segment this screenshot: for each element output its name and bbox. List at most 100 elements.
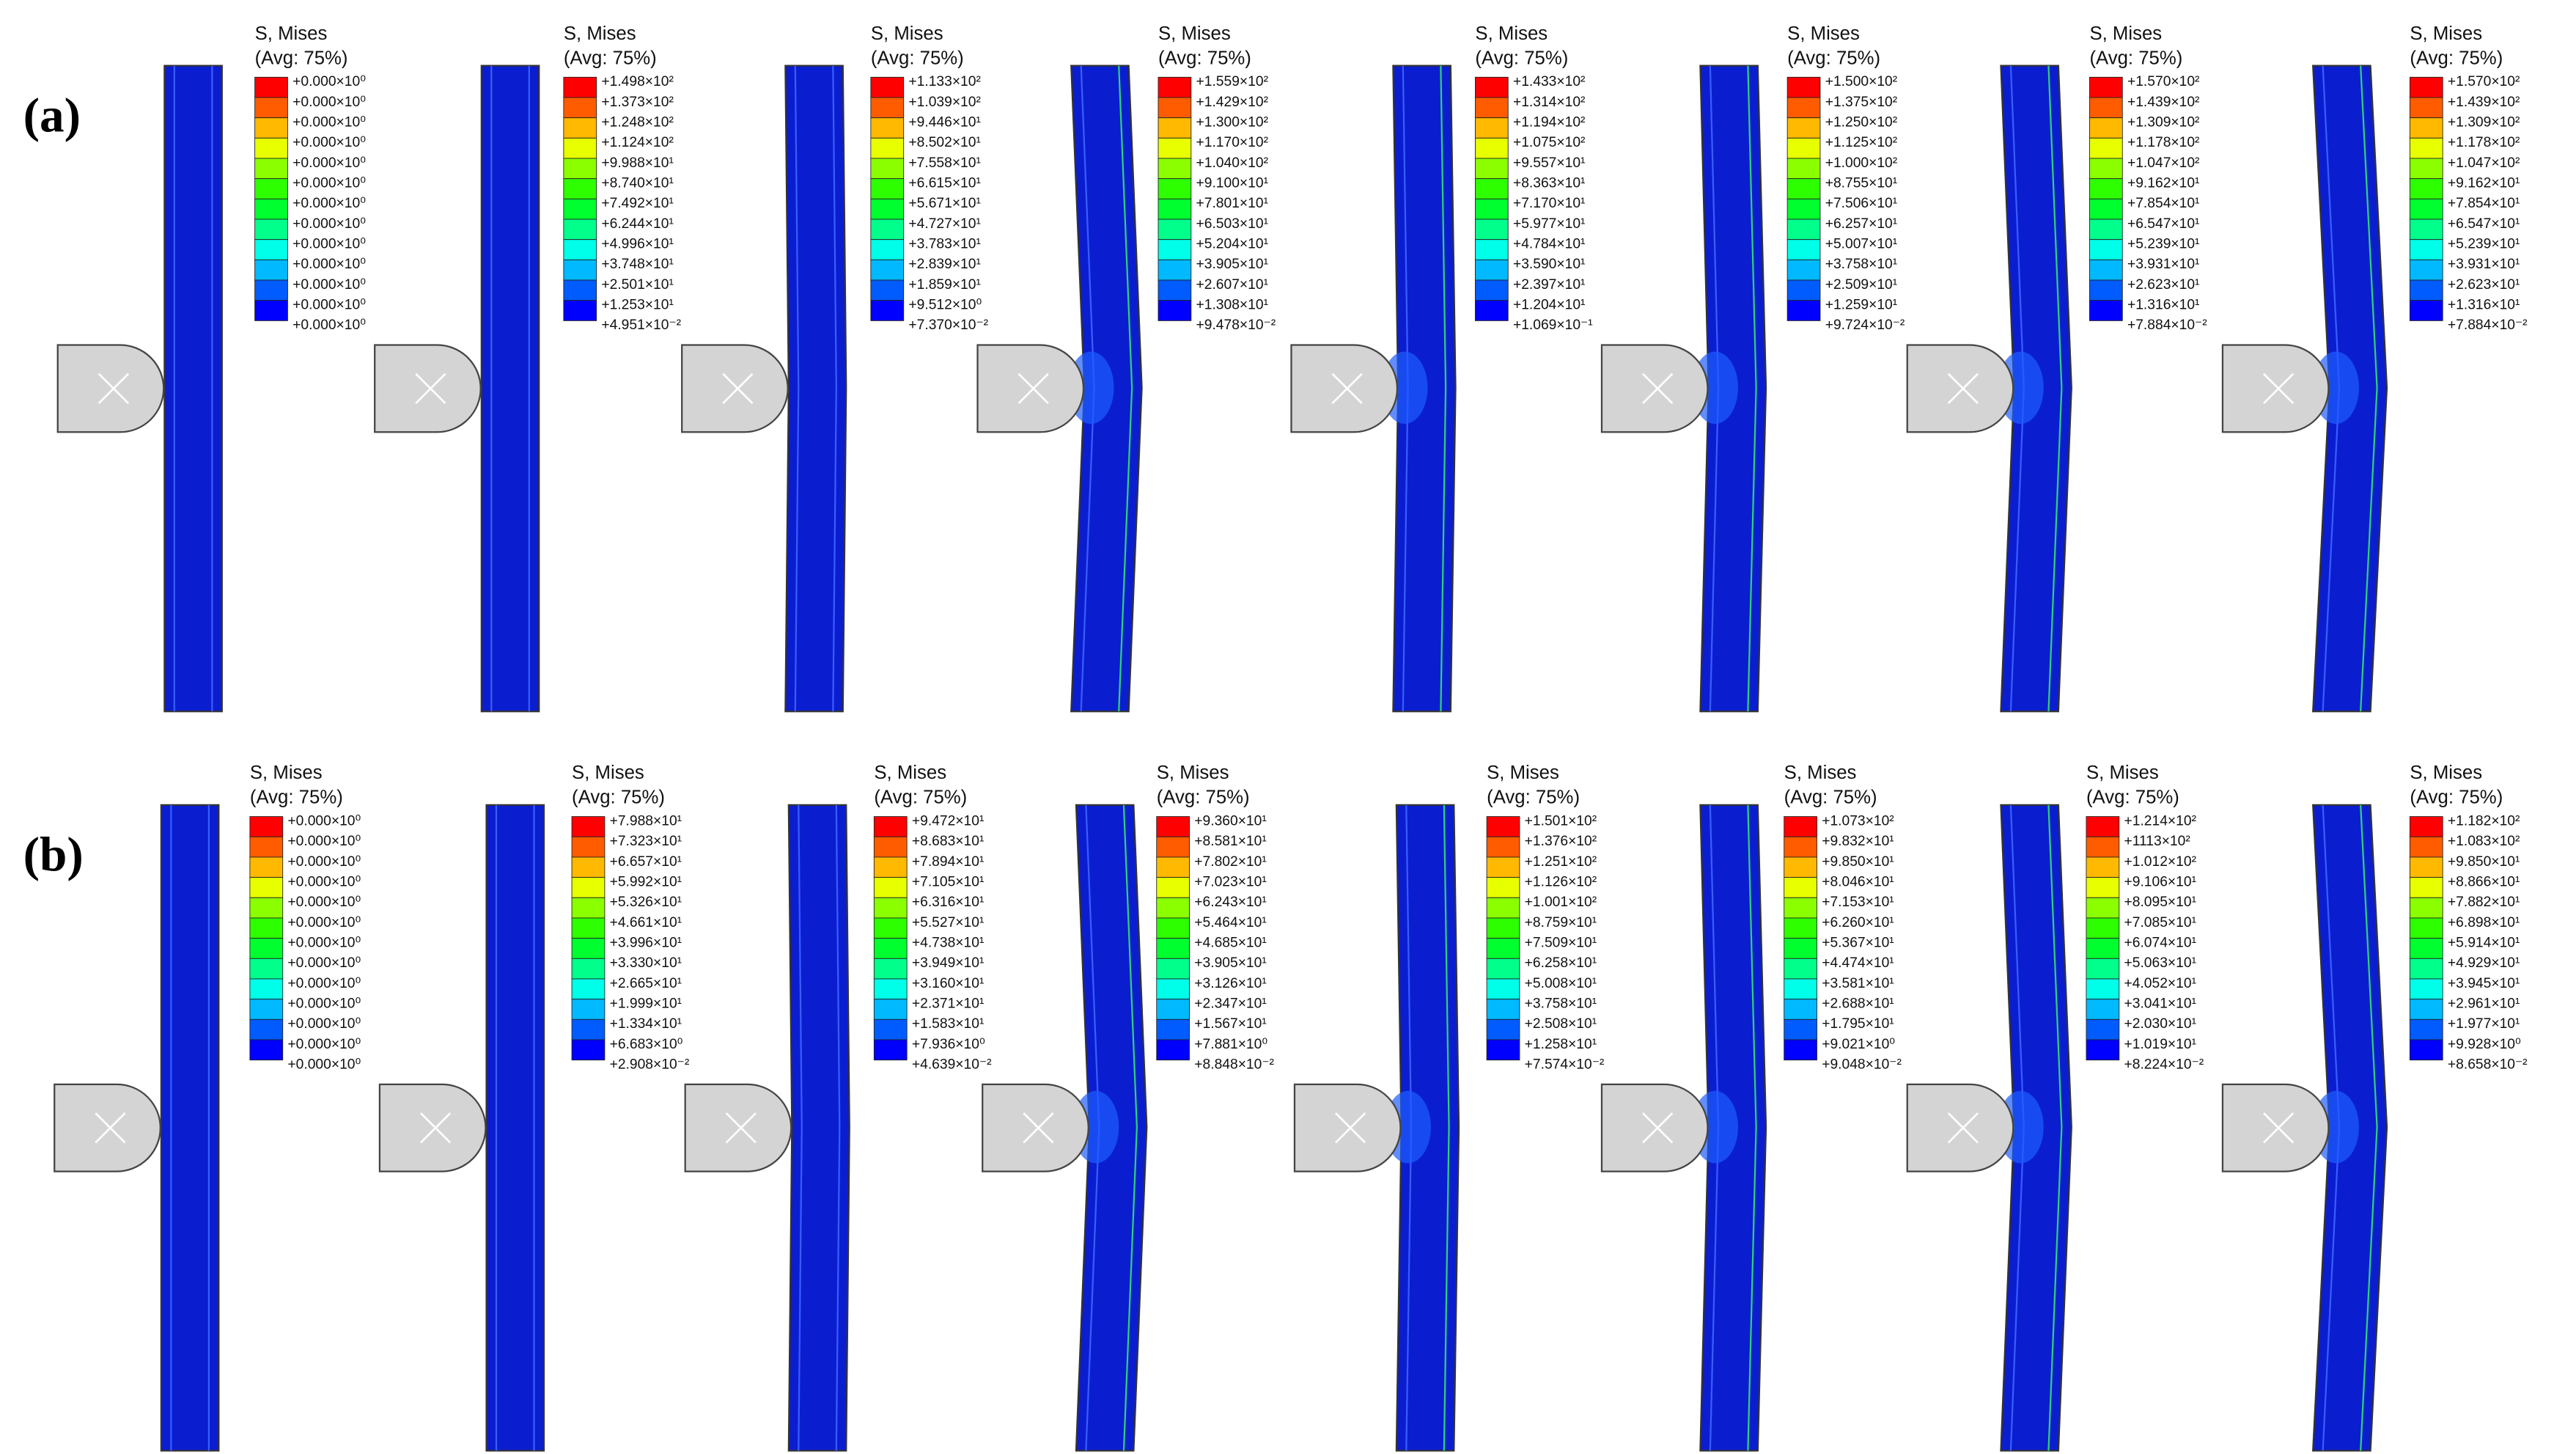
color-band: [873, 938, 908, 959]
beam-layer: [1440, 65, 1447, 712]
legend-value: +7.854×10¹: [2448, 196, 2520, 211]
result-frame: S, Mises (Avg: 75%) +1.214×10² +1113×10² +1.…: [1906, 763, 2204, 1452]
legend-value: +1.795×10¹: [1822, 1016, 1894, 1032]
legend-value: +1.570×10²: [2127, 74, 2200, 89]
color-band: [254, 239, 288, 260]
legend-value: +2.607×10¹: [1196, 277, 1268, 293]
legend-value: +1.073×10²: [1822, 813, 1894, 829]
legend-title: S, Mises: [1157, 763, 1229, 783]
indenter: [1600, 344, 1709, 433]
color-band: [873, 1018, 908, 1040]
color-band: [1474, 97, 1509, 119]
legend-value: +7.153×10¹: [1822, 895, 1894, 910]
color-band: [1786, 178, 1821, 199]
legend-value: +3.905×10¹: [1194, 955, 1266, 971]
legend-value: +2.509×10¹: [1825, 277, 1897, 293]
color-band: [571, 978, 606, 1000]
legend-value: +1.259×10¹: [1825, 298, 1897, 313]
legend-value: +0.000×10⁰: [287, 854, 361, 870]
legend-value: +8.866×10¹: [2448, 874, 2520, 889]
legend-value: +1.559×10²: [1196, 74, 1269, 89]
legend-value: +1.439×10²: [2448, 95, 2520, 110]
legend-value: +9.100×10¹: [1196, 175, 1268, 191]
legend-value: +5.326×10¹: [610, 895, 682, 910]
legend-value: +1.133×10²: [908, 74, 981, 89]
legend-value: +7.802×10¹: [1194, 854, 1266, 870]
result-frame: S, Mises (Avg: 75%) +1.433×10² +1.314×10² +1…: [1290, 23, 1593, 713]
legend-value: +2.501×10¹: [601, 277, 673, 293]
legend-value: +3.581×10¹: [1822, 976, 1894, 991]
color-band: [870, 137, 905, 159]
color-band: [563, 117, 597, 139]
legend-value: +2.371×10¹: [912, 996, 984, 1011]
legend-value: +0.000×10⁰: [287, 915, 361, 930]
color-band: [571, 856, 606, 878]
legend-subtitle: (Avg: 75%): [1784, 787, 1877, 808]
color-band: [1784, 958, 1817, 980]
legend-value: +1.314×10²: [1513, 95, 1586, 110]
legend-title: S, Mises: [1487, 763, 1559, 783]
beam: [160, 804, 220, 1452]
legend-value: +1.170×10²: [1196, 135, 1269, 150]
legend-value: +1.251×10²: [1525, 854, 1597, 870]
color-band: [870, 76, 905, 98]
color-band: [1156, 1039, 1191, 1061]
color-band: [254, 259, 288, 281]
color-band: [563, 137, 597, 159]
result-frame: S, Mises (Avg: 75%) +1.570×10² +1.439×10² +1…: [2221, 23, 2528, 713]
legend-value: +4.738×10¹: [912, 935, 984, 950]
indenter: [1906, 1083, 2014, 1172]
legend-value: +1.012×10²: [2124, 854, 2197, 870]
legend-value: +1.309×10²: [2127, 114, 2200, 130]
legend-value: +4.052×10¹: [2124, 976, 2196, 991]
legend-value: +7.370×10⁻²: [908, 317, 988, 333]
legend-value: +8.224×10⁻²: [2124, 1057, 2204, 1073]
color-band: [1786, 300, 1821, 321]
color-band: [1486, 938, 1520, 959]
color-band: [1786, 158, 1821, 180]
color-band: [1474, 178, 1509, 199]
result-frame: S, Mises (Avg: 75%) +0.000×10⁰ +0.000×10⁰ +0…: [54, 763, 361, 1452]
legend-subtitle: (Avg: 75%): [572, 787, 665, 808]
result-frame: S, Mises (Avg: 75%) +7.988×10¹ +7.323×10¹ +6…: [378, 763, 690, 1452]
legend-value: +2.665×10¹: [610, 976, 682, 991]
color-band: [254, 219, 288, 241]
color-band: [571, 999, 606, 1020]
legend-value: +7.574×10⁻²: [1525, 1057, 1605, 1073]
indenter: [378, 1083, 487, 1172]
legend-value: +5.007×10¹: [1825, 237, 1897, 252]
legend-value: +6.898×10¹: [2448, 915, 2520, 930]
legend-value: +7.884×10⁻²: [2448, 317, 2528, 333]
color-band: [563, 198, 597, 220]
legend-subtitle: (Avg: 75%): [2410, 787, 2503, 808]
legend-subtitle: (Avg: 75%): [1475, 48, 1568, 68]
legend-value: +3.783×10¹: [908, 237, 980, 252]
legend-value: +6.258×10¹: [1525, 955, 1597, 971]
legend-value: +1.039×10²: [908, 95, 981, 110]
color-band: [1786, 137, 1821, 159]
color-band: [2089, 259, 2123, 281]
color-band: [1786, 97, 1821, 119]
legend-value: +7.801×10¹: [1196, 196, 1268, 211]
color-band: [873, 877, 908, 898]
legend-value: +5.008×10¹: [1525, 976, 1597, 991]
color-band: [2086, 816, 2120, 837]
color-band: [2409, 836, 2443, 858]
indenter-mark: [2263, 372, 2295, 405]
indenter-mark: [419, 1112, 452, 1144]
legend-value: +0.000×10⁰: [292, 155, 366, 171]
color-band: [1156, 856, 1191, 878]
legend-value: +1.047×10²: [2127, 155, 2200, 171]
color-band: [2409, 178, 2443, 199]
legend-value: +8.740×10¹: [601, 175, 673, 191]
color-band: [249, 816, 284, 837]
color-band: [1474, 117, 1509, 139]
legend-value: +7.085×10¹: [2124, 915, 2196, 930]
legend-value: +0.000×10⁰: [292, 196, 366, 211]
legend-value: +3.996×10¹: [610, 935, 682, 950]
color-band: [2409, 259, 2443, 281]
color-band: [2086, 877, 2120, 898]
color-band: [2089, 158, 2123, 180]
color-band: [1158, 300, 1192, 321]
legend-value: +7.558×10¹: [908, 155, 980, 171]
